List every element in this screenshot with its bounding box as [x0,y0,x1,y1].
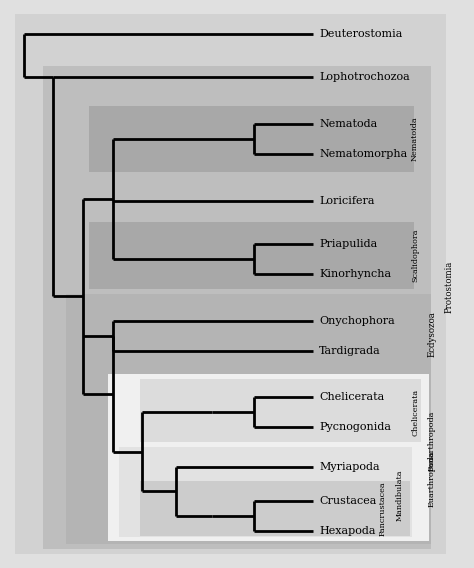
Bar [89,106,414,172]
Text: Hexapoda: Hexapoda [319,525,376,536]
Bar [43,66,431,549]
Text: Priapulida: Priapulida [319,239,377,249]
Text: Chelicerata: Chelicerata [319,392,384,402]
Bar [140,481,410,536]
Bar [66,294,431,544]
Text: Euarthropoda: Euarthropoda [428,451,436,507]
Text: Panarthropoda: Panarthropoda [428,411,436,471]
Text: Myriapoda: Myriapoda [319,462,380,473]
Text: Chelicerata: Chelicerata [411,389,419,436]
Text: Nematomorpha: Nematomorpha [319,149,408,159]
Text: Pancrustacea: Pancrustacea [379,482,387,536]
Text: Nematoda: Nematoda [319,119,377,129]
Text: Nematoida: Nematoida [411,116,419,161]
Text: Pycnogonida: Pycnogonida [319,423,391,432]
Text: Kinorhyncha: Kinorhyncha [319,269,392,279]
Bar [108,374,429,541]
Text: Onychophora: Onychophora [319,316,395,325]
Text: Mandibulata: Mandibulata [395,470,403,521]
Text: Loricifera: Loricifera [319,195,375,206]
Text: Scalidophora: Scalidophora [411,228,419,282]
Text: Ecdysozoa: Ecdysozoa [428,311,437,357]
Text: Deuterostomia: Deuterostomia [319,29,402,39]
Text: Crustacea: Crustacea [319,496,377,506]
Text: Tardigrada: Tardigrada [319,346,381,356]
Bar [140,379,420,442]
Bar [119,448,412,537]
Bar [89,222,414,289]
Text: Protostomia: Protostomia [444,261,453,314]
Text: Lophotrochozoa: Lophotrochozoa [319,72,410,82]
